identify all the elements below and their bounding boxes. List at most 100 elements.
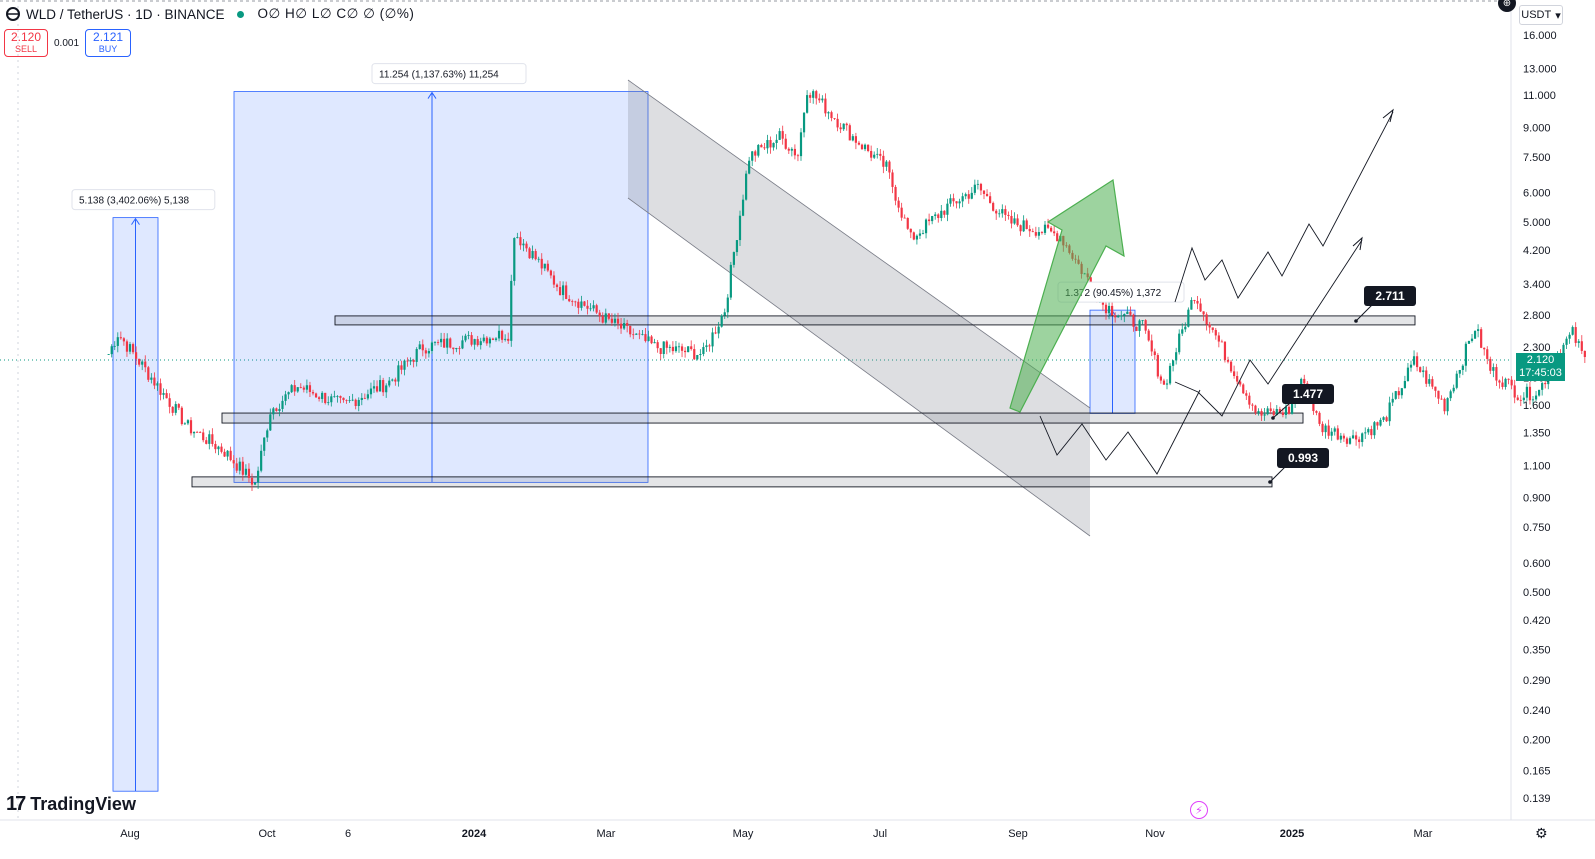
candle-body [1025, 220, 1028, 229]
candle-body [619, 323, 623, 329]
candle-body [494, 338, 498, 340]
candle-body [708, 345, 711, 347]
price-tick-label: 0.420 [1523, 615, 1551, 627]
lightning-icon[interactable]: ⚡ [1190, 801, 1208, 819]
candle-body [1541, 383, 1544, 390]
projection-path[interactable] [1174, 239, 1363, 417]
symbol-title[interactable]: WLD / TetherUS · 1D · BINANCE [26, 6, 225, 22]
support-resistance-zone[interactable] [191, 476, 1273, 488]
candle-body [921, 233, 925, 234]
candle-body [696, 355, 699, 360]
level-callout[interactable] [1364, 286, 1416, 306]
candle-body [220, 446, 223, 452]
candle-body [1385, 417, 1388, 422]
candle-body [601, 316, 604, 323]
candle-body [217, 446, 220, 450]
current-price-value: 2.120 [1526, 354, 1555, 366]
candle-body [1031, 231, 1034, 233]
tradingview-mark-icon: 17 [6, 793, 26, 815]
spread-value: 0.001 [54, 37, 80, 49]
buy-button[interactable]: 2.121 BUY [85, 29, 132, 57]
candle-body [1449, 391, 1452, 399]
candle-body [189, 420, 193, 434]
candle-body [1376, 422, 1379, 426]
candle-body [766, 140, 769, 149]
bullish-projection-arrow[interactable] [1009, 178, 1125, 413]
candle-body [528, 248, 531, 259]
candle-body [186, 420, 190, 424]
candle-body [1150, 340, 1153, 352]
candle-body [845, 123, 848, 126]
candle-body [1431, 379, 1434, 387]
candle-body [1214, 329, 1217, 336]
candle-body [1379, 419, 1382, 426]
level-callout[interactable] [1282, 384, 1334, 404]
price-tick-label: 2.800 [1523, 310, 1551, 322]
range-label: 5.138 (3,402.06%) 5,138 [79, 196, 190, 207]
candle-body [1565, 338, 1568, 345]
candle-body [122, 338, 125, 342]
price-tick-label: 1.350 [1523, 428, 1551, 440]
level-callout[interactable] [1277, 448, 1329, 468]
callout-anchor [1268, 480, 1272, 484]
candle-body [485, 337, 488, 344]
candle-body [964, 194, 967, 197]
candle-body [705, 345, 708, 348]
candle-body [443, 338, 446, 348]
candle-body [918, 233, 922, 236]
candle-body [912, 232, 915, 240]
candle-body [745, 173, 748, 200]
time-tick-label: Jul [873, 828, 887, 840]
candle-body [1132, 314, 1135, 327]
candle-body [982, 190, 986, 194]
support-resistance-zone[interactable] [221, 412, 1304, 424]
price-range-box[interactable] [233, 91, 649, 483]
candle-body [1193, 300, 1196, 301]
candle-body [1010, 215, 1013, 224]
callout-pointer [1269, 466, 1286, 483]
lock-scale-icon[interactable]: ⊕ [1498, 0, 1516, 12]
candle-body [830, 112, 833, 119]
candle-body [467, 335, 470, 336]
candle-body [1504, 378, 1507, 387]
candle-body [754, 151, 757, 156]
price-tick-label: 1.100 [1523, 460, 1551, 472]
candle-body [1117, 315, 1120, 318]
sell-button[interactable]: 2.120 SELL [4, 29, 48, 57]
candle-body [824, 98, 827, 114]
worldcoin-logo-icon [6, 7, 20, 21]
candle-body [1178, 333, 1181, 353]
tradingview-logo[interactable]: 17 TradingView [6, 793, 136, 816]
candle-body [1199, 303, 1202, 312]
candle-body [318, 397, 321, 399]
price-tick-label: 0.350 [1523, 645, 1551, 657]
time-tick-label: Sep [1008, 828, 1028, 840]
currency-selector[interactable]: USDT ▾ [1519, 5, 1563, 25]
candle-body [937, 214, 940, 219]
candle-body [449, 338, 452, 348]
candle-body [1028, 228, 1031, 232]
projection-path[interactable] [1039, 389, 1201, 475]
candle-body [314, 393, 318, 398]
candle-body [659, 348, 662, 355]
support-resistance-zone[interactable] [334, 315, 1416, 326]
candle-body [1053, 231, 1056, 234]
candle-body [1391, 398, 1394, 403]
candle-body [476, 339, 479, 346]
candle-body [839, 127, 842, 130]
candle-body [470, 335, 473, 345]
candle-body [525, 243, 528, 249]
candle-body [781, 131, 784, 139]
projection-path[interactable] [1174, 111, 1394, 303]
market-status-icon [236, 10, 244, 18]
candle-body [1355, 435, 1358, 440]
gear-icon[interactable]: ⚙ [1535, 825, 1548, 841]
candle-body [574, 301, 577, 303]
candle-body [257, 470, 260, 483]
candle-body [1327, 425, 1330, 436]
candle-body [1147, 330, 1150, 341]
candle-body [1577, 341, 1580, 343]
candle-body [348, 400, 351, 401]
candle-body [610, 318, 613, 323]
